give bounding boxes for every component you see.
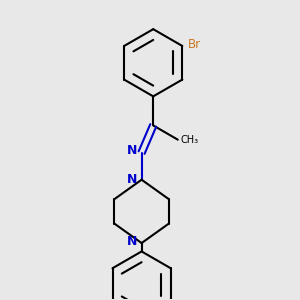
- Text: CH₃: CH₃: [180, 135, 199, 145]
- Text: Br: Br: [188, 38, 201, 51]
- Text: N: N: [127, 235, 137, 248]
- Text: N: N: [127, 144, 137, 157]
- Text: N: N: [127, 173, 137, 186]
